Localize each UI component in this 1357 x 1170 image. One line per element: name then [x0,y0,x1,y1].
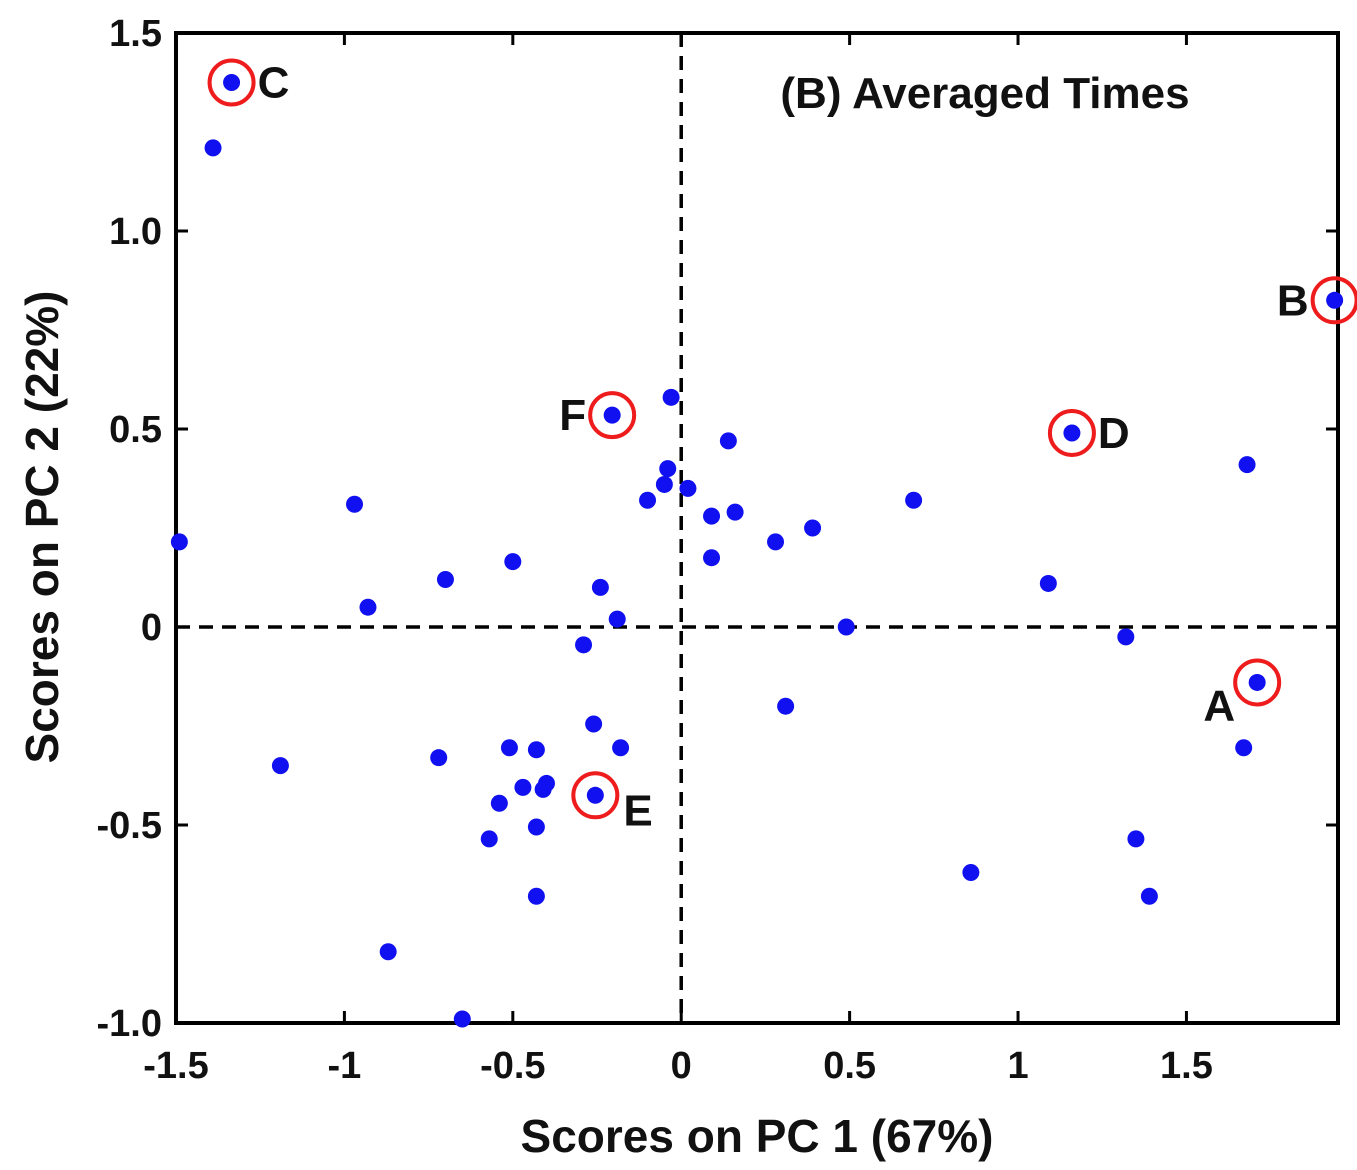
data-point [223,74,241,91]
data-point [603,406,621,424]
y-tick-label: 1.0 [109,211,162,253]
highlight-ring-d [1047,408,1096,457]
data-point [719,432,737,450]
data-point [436,570,454,588]
data-point [962,864,980,882]
data-point [359,598,377,616]
data-point [612,739,630,757]
data-point [1117,628,1135,646]
y-tick-label: 1.5 [109,13,162,55]
data-point [1063,424,1081,442]
point-label-c: C [258,59,290,108]
data-point [608,610,626,628]
plot-frame [174,31,1340,1025]
data-point [453,1010,471,1028]
y-tick-label: 0 [141,607,162,649]
data-point [170,533,188,551]
point-label-d: D [1098,409,1130,458]
data-point [527,887,545,905]
data-point [504,553,522,571]
y-axis-label: Scores on PC 2 (22%) [16,291,68,764]
data-point [679,479,697,497]
data-point [777,697,795,715]
data-point [655,475,673,493]
annotations-layer: C B F D A E [207,58,1357,835]
data-point [1140,887,1158,905]
data-point [204,139,222,157]
highlight-ring-a [1233,658,1282,707]
data-point [500,739,518,757]
data-point [905,491,923,509]
data-point [585,715,603,733]
x-tick-label: 1 [1007,1045,1028,1087]
data-point [1039,574,1057,592]
data-point [346,495,364,513]
data-point [726,503,744,521]
data-point [591,578,609,596]
data-point [490,794,508,812]
data-point [837,618,855,636]
data-point [586,786,604,804]
x-tick-label: -1.5 [143,1045,208,1087]
x-tick-label: 0.5 [823,1045,876,1087]
points-layer [170,74,1344,1028]
data-point [659,460,677,478]
data-point [1238,456,1256,474]
axes-layer: -1.5 -1 -0.5 0 0.5 1 1.5 -1.0 -0.5 0 0.5 1.0 1.5 [97,13,1340,1087]
point-label-f: F [559,391,586,440]
data-point [703,507,721,525]
y-tick-label: -0.5 [97,805,162,847]
data-point [271,757,289,775]
point-label-e: E [623,786,652,835]
data-point [527,818,545,836]
data-point [575,636,593,654]
data-point [379,943,397,961]
data-point [703,549,721,567]
data-point [767,533,785,551]
data-point [804,519,822,537]
point-label-a: A [1203,681,1235,730]
data-point [480,830,498,848]
y-tick-label: 0.5 [109,409,162,451]
data-point [514,778,532,796]
data-point [662,388,680,406]
point-label-b: B [1277,276,1309,325]
x-tick-label: -0.5 [480,1045,545,1087]
data-point [1248,673,1266,691]
chart-title: (B) Averaged Times [780,69,1189,118]
x-axis-label: Scores on PC 1 (67%) [521,1110,994,1162]
data-point [1127,830,1145,848]
y-tick-label: -1.0 [97,1003,162,1045]
x-tick-label: 1.5 [1160,1045,1213,1087]
data-point [639,491,657,509]
highlight-ring-e [571,771,620,820]
data-point [527,741,545,759]
data-point [1235,739,1253,757]
data-point [534,780,552,798]
highlight-ring-f [588,391,637,440]
data-point [1326,291,1344,309]
data-point [430,749,448,767]
highlight-ring-c [207,58,256,107]
x-tick-label: -1 [328,1045,362,1087]
x-tick-label: 0 [671,1045,692,1087]
